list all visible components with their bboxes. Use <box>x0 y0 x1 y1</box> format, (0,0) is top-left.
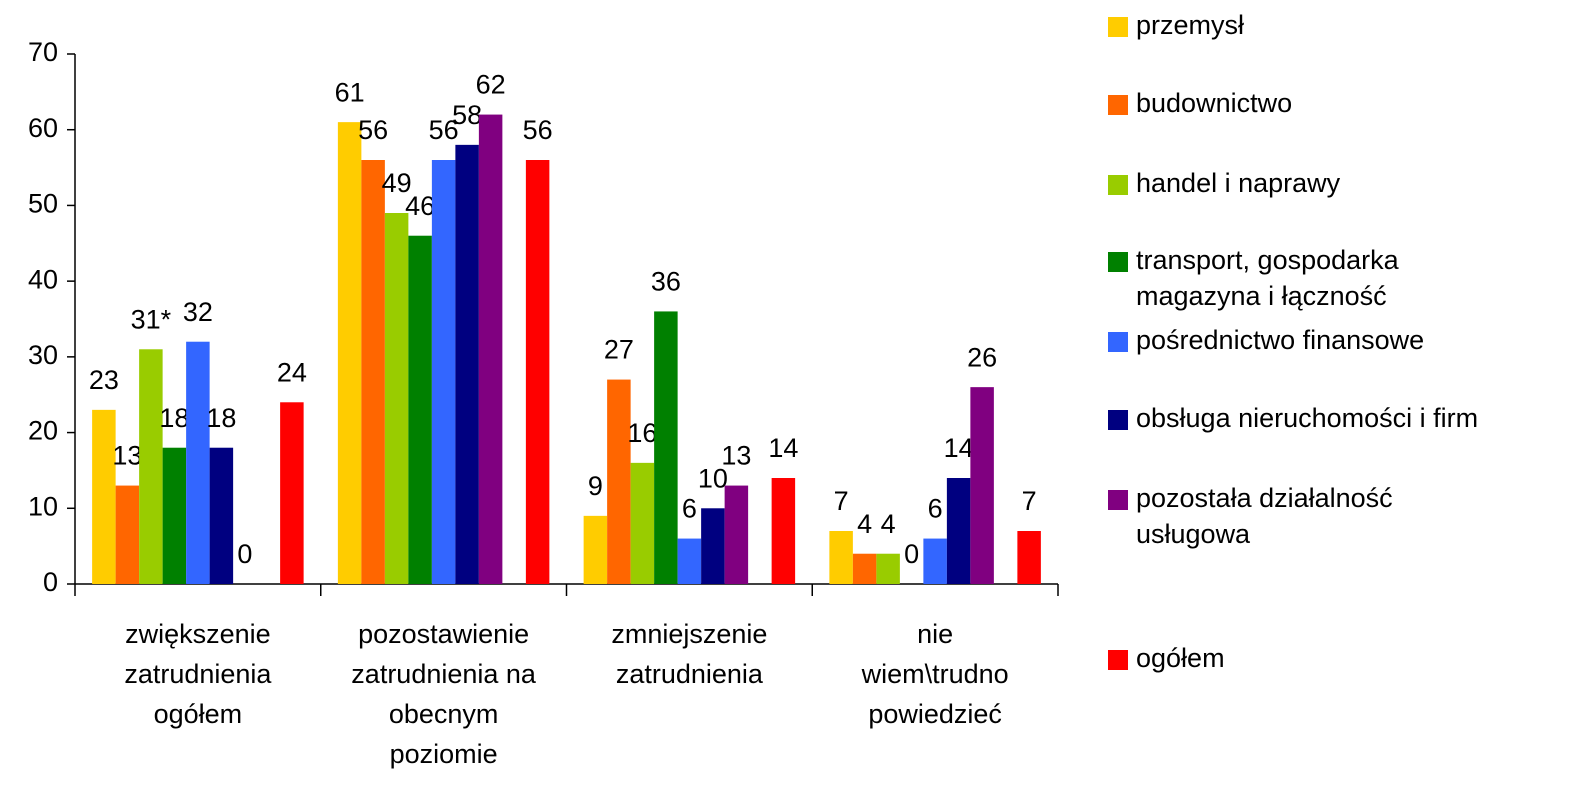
bar <box>724 485 749 584</box>
bar <box>852 553 877 584</box>
legend-label: transport, gospodarka magazyna i łączność <box>1136 245 1400 311</box>
bar <box>876 553 900 584</box>
y-tick-label: 50 <box>28 189 58 219</box>
data-label: 10 <box>698 463 728 493</box>
legend-label: przemysł <box>1136 10 1244 40</box>
y-tick-label: 70 <box>28 37 58 67</box>
data-label: 6 <box>682 494 697 524</box>
data-label: 4 <box>857 509 872 539</box>
data-label: 56 <box>523 115 553 145</box>
bar <box>209 447 234 584</box>
bar <box>583 515 608 584</box>
bar <box>408 235 432 584</box>
bar <box>607 379 631 584</box>
data-label: 6 <box>928 494 943 524</box>
data-label: 56 <box>358 115 388 145</box>
data-label: 13 <box>721 441 751 471</box>
bar <box>1017 531 1041 584</box>
data-label: 62 <box>476 70 506 100</box>
legend-swatch <box>1108 490 1128 510</box>
data-label: 49 <box>382 168 412 198</box>
data-label: 16 <box>627 418 657 448</box>
bar <box>431 160 456 584</box>
legend-swatch <box>1108 332 1128 352</box>
bar <box>677 538 702 584</box>
bar <box>139 349 163 584</box>
data-label: 26 <box>967 342 997 372</box>
bar <box>186 341 210 584</box>
legend-label: pośrednictwo finansowe <box>1136 325 1424 355</box>
bar <box>525 160 550 584</box>
y-tick-label: 30 <box>28 340 58 370</box>
bar <box>361 160 385 584</box>
bar <box>115 485 140 584</box>
data-label: 0 <box>237 539 252 569</box>
bar <box>478 114 503 585</box>
data-label: 31* <box>131 304 172 334</box>
data-label: 24 <box>277 357 307 387</box>
data-label: 58 <box>452 100 482 130</box>
data-label: 9 <box>588 471 603 501</box>
legend-label: handel i naprawy <box>1136 168 1341 198</box>
y-tick-label: 0 <box>43 567 58 597</box>
x-tick-label: nie wiem\trudno powiedzieć <box>861 619 1009 729</box>
bar <box>654 311 678 584</box>
bar <box>829 531 853 584</box>
data-label: 14 <box>944 433 974 463</box>
data-label: 0 <box>904 539 919 569</box>
bar <box>701 508 725 584</box>
legend-label: budownictwo <box>1136 88 1292 118</box>
data-label: 46 <box>405 191 435 221</box>
legend-swatch <box>1108 650 1128 670</box>
y-tick-label: 10 <box>28 491 58 521</box>
bar <box>923 538 947 584</box>
data-label: 32 <box>183 297 213 327</box>
bar <box>455 144 479 584</box>
bar <box>946 478 971 584</box>
bar <box>280 402 304 584</box>
legend-swatch <box>1108 252 1128 272</box>
x-tick-label: zwiększenie zatrudnienia ogółem <box>124 619 272 729</box>
data-label: 14 <box>768 433 798 463</box>
data-label: 18 <box>206 403 236 433</box>
bar <box>162 447 187 584</box>
data-label: 27 <box>604 335 634 365</box>
data-label: 7 <box>834 486 849 516</box>
y-tick-label: 60 <box>28 113 58 143</box>
legend-swatch <box>1108 17 1128 37</box>
data-label: 13 <box>112 441 142 471</box>
bar <box>384 213 409 584</box>
legend-swatch <box>1108 95 1128 115</box>
data-label: 56 <box>429 115 459 145</box>
y-tick-label: 20 <box>28 416 58 446</box>
bar <box>337 122 362 585</box>
data-label: 4 <box>881 509 896 539</box>
x-tick-label: pozostawienie zatrudnienia na obecnym pozio… <box>351 619 537 769</box>
data-label: 36 <box>651 267 681 297</box>
bar <box>771 478 796 584</box>
data-label: 18 <box>159 403 189 433</box>
bar <box>630 462 655 584</box>
data-label: 61 <box>335 77 365 107</box>
y-tick-label: 40 <box>28 264 58 294</box>
legend-label: ogółem <box>1136 643 1225 673</box>
x-tick-label: zmniejszenie zatrudnienia <box>611 619 767 689</box>
data-label: 23 <box>89 365 119 395</box>
legend-swatch <box>1108 175 1128 195</box>
bar <box>92 409 116 584</box>
legend-swatch <box>1108 410 1128 430</box>
bar <box>970 387 994 584</box>
legend-label: obsługa nieruchomości i firm <box>1136 403 1478 433</box>
data-label: 7 <box>1022 486 1037 516</box>
legend-label: pozostała działalność usługowa <box>1136 483 1393 549</box>
